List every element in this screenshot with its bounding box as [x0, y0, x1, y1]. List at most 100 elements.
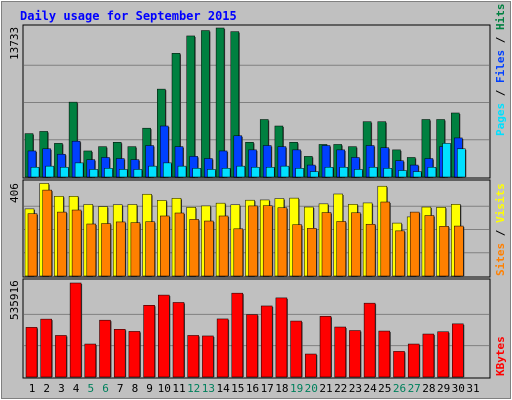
- pages-bar: [324, 166, 334, 178]
- sites-bar: [277, 207, 288, 277]
- kbytes-bar: [378, 330, 391, 378]
- hits-bar: [201, 30, 210, 178]
- day-label: 9: [146, 382, 153, 395]
- sites-visits-separator: /: [494, 223, 507, 243]
- pages-bar: [148, 165, 157, 178]
- visits-panel-max-label: 406: [8, 183, 21, 203]
- day-label: 28: [422, 382, 435, 395]
- sites-bar: [336, 221, 346, 277]
- pages-bar: [442, 143, 451, 178]
- pages-bar: [295, 168, 304, 178]
- kbytes-bar: [202, 335, 214, 378]
- sites-bar: [454, 225, 464, 277]
- kbytes-bar: [40, 318, 52, 378]
- pages-bar: [45, 165, 54, 178]
- kbytes-bar: [55, 335, 67, 378]
- kbytes-bar: [305, 353, 317, 378]
- pages-bar: [354, 169, 363, 178]
- kbytes-bar: [99, 319, 111, 378]
- day-label: 7: [117, 382, 124, 395]
- pages-bar: [368, 166, 378, 178]
- sites-bar: [71, 209, 82, 277]
- kbytes-panel: 535916 KBytes: [8, 278, 507, 379]
- pages-bar: [192, 168, 201, 178]
- pages-bar: [236, 165, 246, 178]
- sites-bar: [233, 228, 244, 277]
- sites-bar: [115, 221, 126, 277]
- day-label: 3: [58, 382, 65, 395]
- sites-bar: [321, 212, 332, 277]
- day-label: 13: [202, 382, 215, 395]
- sites-bar: [101, 223, 111, 277]
- kbytes-bar: [84, 343, 97, 378]
- sites-bar: [145, 221, 155, 277]
- day-label: 17: [261, 382, 274, 395]
- kbytes-bar: [158, 294, 170, 378]
- sites-bar: [262, 205, 273, 277]
- day-labels: 1 2 3 4 5 6 7 8 9 10 11 12 13 14 15 16 17 18 19 20 21 22 23 24 2…: [29, 382, 480, 395]
- sites-bar: [292, 224, 302, 277]
- pages-legend: Pages: [494, 103, 507, 136]
- sites-bar: [130, 222, 141, 277]
- kbytes-panel-max-label: 535916: [8, 280, 21, 320]
- chart-title: Daily usage for September 2015: [20, 9, 237, 23]
- pages-bar: [412, 171, 422, 178]
- pages-bar: [221, 168, 231, 178]
- sites-bar: [409, 211, 420, 277]
- sites-bar: [42, 189, 52, 277]
- kbytes-bar: [260, 305, 273, 378]
- sites-bar: [248, 205, 258, 277]
- day-label: 10: [158, 382, 171, 395]
- sites-bar: [57, 211, 67, 277]
- pages-bar: [177, 165, 187, 178]
- sites-bar: [351, 212, 361, 277]
- sites-bar: [424, 215, 435, 277]
- day-label: 22: [334, 382, 347, 395]
- pages-bar: [163, 162, 172, 178]
- day-label: 4: [73, 382, 80, 395]
- day-label: 30: [452, 382, 465, 395]
- day-label: 1: [29, 382, 36, 395]
- day-label: 21: [319, 382, 332, 395]
- pages-files-separator: /: [494, 83, 507, 103]
- sites-bar: [307, 228, 317, 277]
- pages-bar: [104, 168, 113, 178]
- kbytes-bar: [172, 302, 185, 378]
- hits-bar: [186, 35, 195, 178]
- kbytes-bar: [349, 330, 361, 378]
- kbytes-bar: [25, 327, 38, 378]
- kbytes-bar: [246, 314, 258, 378]
- kbytes-bar: [437, 331, 449, 378]
- day-label: 19: [290, 382, 303, 395]
- files-legend: Files: [494, 50, 507, 83]
- day-label: 20: [305, 382, 318, 395]
- day-label: 26: [393, 382, 406, 395]
- sites-bar: [380, 201, 391, 277]
- sites-bar: [218, 215, 229, 277]
- kbytes-bar: [363, 302, 376, 378]
- pages-bar: [60, 166, 69, 178]
- sites-bar: [365, 223, 376, 277]
- pages-bar: [383, 168, 393, 178]
- kbytes-bars: [24, 282, 489, 378]
- pages-bar: [133, 169, 143, 178]
- day-label: 27: [408, 382, 421, 395]
- kbytes-bar: [393, 351, 405, 378]
- pages-bar: [207, 169, 216, 178]
- kbytes-bar: [187, 335, 199, 378]
- pages-bar: [339, 166, 348, 178]
- visits-panel: 406 Sites / Visits: [8, 179, 507, 278]
- kbytes-bar: [231, 292, 244, 378]
- day-label: 25: [378, 382, 391, 395]
- hits-legend: Hits: [494, 4, 507, 31]
- kbytes-bar: [216, 318, 229, 378]
- kbytes-bar: [290, 320, 302, 378]
- hits-panel: 13733 Pages / Files / Hits: [8, 4, 507, 179]
- kbytes-bar: [407, 343, 420, 378]
- pages-bar: [265, 166, 275, 178]
- sites-bar: [395, 230, 405, 277]
- hits-panel-side-label: Pages / Files / Hits: [494, 4, 507, 137]
- sites-bar: [204, 220, 214, 277]
